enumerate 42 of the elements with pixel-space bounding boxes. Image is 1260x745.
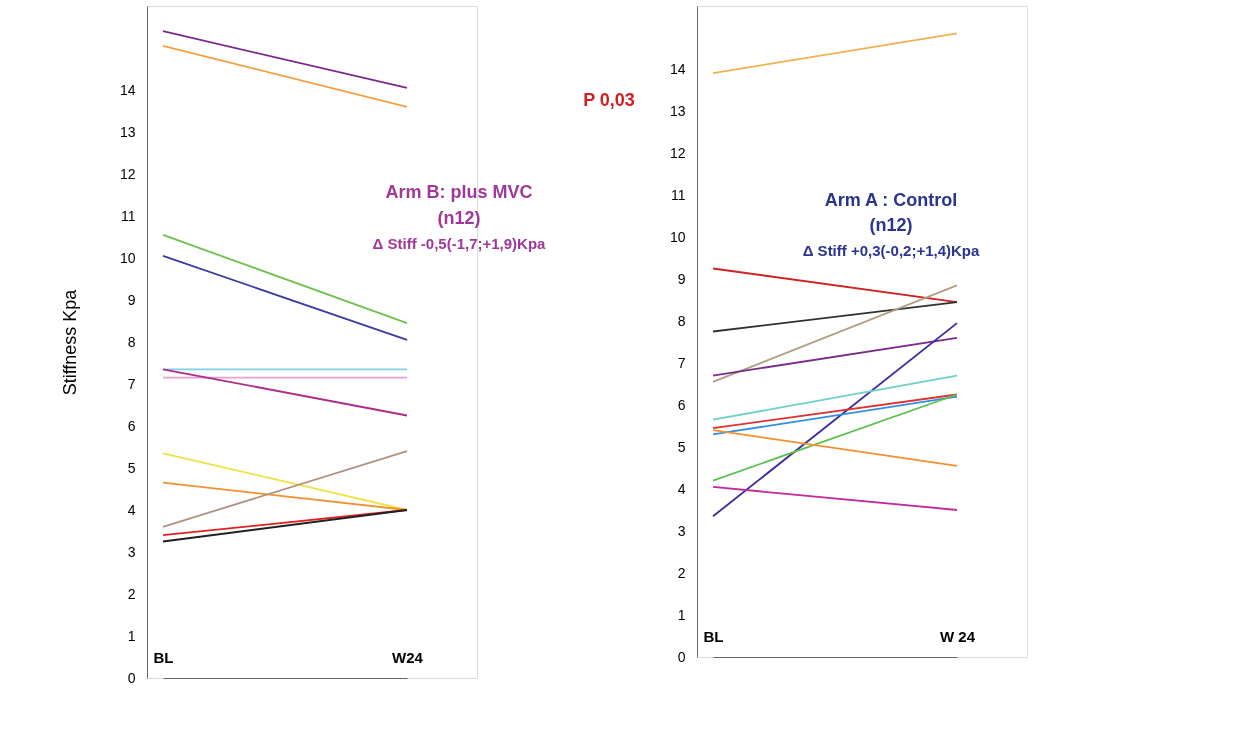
y-tick-label: 0 xyxy=(677,648,686,665)
annotation: Δ Stiff +0,3(-0,2;+1,4)Kpa xyxy=(802,242,980,259)
annotation: Δ Stiff -0,5(-1,7;+1,9)Kpa xyxy=(372,235,547,252)
y-tick-label: 13 xyxy=(669,102,686,119)
annotation: (n12) xyxy=(869,215,913,235)
y-tick-label: 7 xyxy=(127,375,136,392)
y-tick-label: 7 xyxy=(677,354,686,371)
y-tick-label: 0 xyxy=(127,669,136,686)
annotation: (n12) xyxy=(437,208,481,228)
y-tick-label: 5 xyxy=(677,438,686,455)
y-tick-label: 12 xyxy=(669,144,686,161)
y-tick-label: 11 xyxy=(120,207,136,224)
y-tick-label: 2 xyxy=(677,564,686,581)
y-tick-label: 6 xyxy=(677,396,686,413)
y-axis-title: Stiffness Kpa xyxy=(59,288,80,396)
y-tick-label: 14 xyxy=(669,60,686,77)
y-tick-label: 3 xyxy=(127,543,136,560)
y-tick-label: 6 xyxy=(127,417,136,434)
y-tick-label: 5 xyxy=(127,459,136,476)
y-tick-label: 12 xyxy=(119,165,136,182)
y-tick-label: 9 xyxy=(127,291,136,308)
x-tick-label: BL xyxy=(153,648,174,666)
y-tick-label: 4 xyxy=(677,480,686,497)
y-tick-label: 3 xyxy=(677,522,686,539)
y-tick-label: 1 xyxy=(677,606,686,623)
y-tick-label: 4 xyxy=(127,501,136,518)
y-tick-label: 11 xyxy=(670,186,686,203)
y-tick-label: 2 xyxy=(127,585,136,602)
y-tick-label: 1 xyxy=(127,627,136,644)
y-tick-label: 10 xyxy=(669,228,686,245)
y-tick-label: 13 xyxy=(119,123,136,140)
y-tick-label: 8 xyxy=(127,333,136,350)
y-tick-label: 8 xyxy=(677,312,686,329)
annotation: Arm B: plus MVC xyxy=(385,182,533,202)
y-tick-label: 14 xyxy=(119,81,136,98)
y-tick-label: 10 xyxy=(119,249,136,266)
x-tick-label: W 24 xyxy=(939,627,976,645)
x-tick-label: W24 xyxy=(392,648,424,666)
y-tick-label: 9 xyxy=(677,270,686,287)
annotation: Arm A : Control xyxy=(824,190,958,210)
x-tick-label: BL xyxy=(703,627,724,645)
text: P 0,03 xyxy=(583,90,635,110)
